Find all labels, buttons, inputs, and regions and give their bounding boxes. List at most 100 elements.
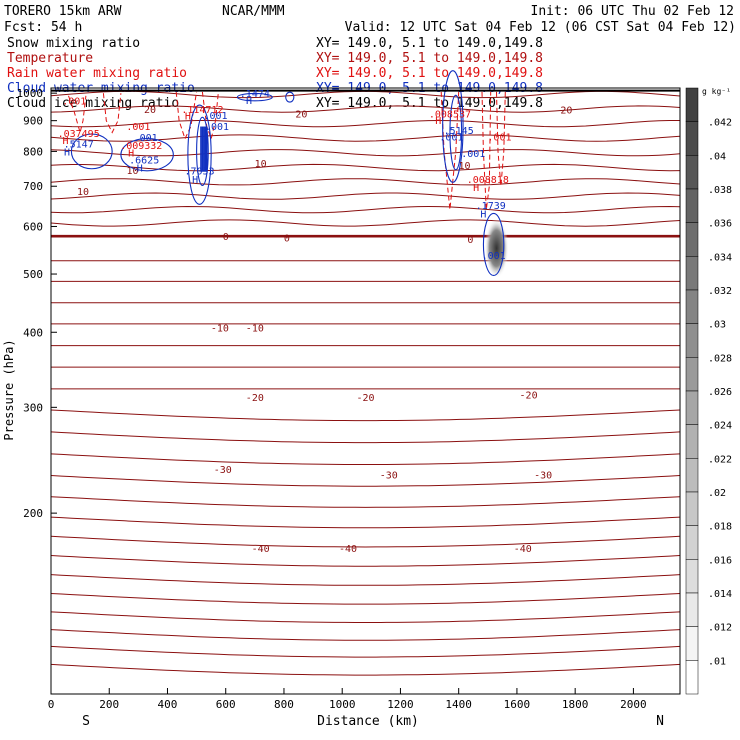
contour-annotation: .001 [126, 122, 150, 133]
isotherm [50, 119, 680, 128]
contour-annotation: .5145 [444, 126, 474, 137]
x-tick-label: 1000 [329, 698, 356, 711]
isotherm [50, 574, 681, 586]
colorbar-bin [685, 390, 699, 425]
cloud-water-contour [285, 91, 295, 103]
contour-annotation: .7053 [184, 167, 214, 178]
colorbar-bin [685, 559, 699, 594]
isotherm [50, 611, 681, 623]
colorbar-bin [685, 491, 699, 526]
forecast-hour: Fcst: 54 h [4, 20, 82, 35]
temperature-label: 20 [144, 105, 156, 116]
cloud-water-contour [442, 70, 464, 183]
colorbar-label: .01 [708, 656, 726, 667]
colorbar-label: .022 [708, 454, 732, 465]
colorbar-bin [685, 289, 699, 324]
south-end-label: S [82, 714, 90, 729]
contour-annotation: .114712 [181, 105, 223, 116]
cloud-water-contour [120, 138, 174, 172]
temperature-label: -30 [380, 470, 398, 481]
colorbar-label: .028 [708, 353, 732, 364]
y-tick-label: 400 [23, 326, 43, 339]
isotherm [50, 645, 681, 658]
temperature-label: 20 [295, 110, 307, 121]
temperature-label: -10 [246, 324, 264, 335]
contour-annotation: H [64, 147, 70, 158]
x-tick-label: 400 [158, 698, 178, 711]
x-axis-label: Distance (km) [317, 714, 419, 729]
rain-contour [481, 91, 492, 210]
contour-annotation: H [246, 96, 252, 107]
temperature-label: -30 [534, 470, 552, 481]
colorbar-bin [685, 660, 699, 695]
temperature-label: -30 [214, 465, 232, 476]
rain-contour [201, 91, 219, 141]
field-name: Temperature [7, 51, 93, 66]
y-tick-label: 1000 [17, 87, 44, 100]
contour-annotation: H [63, 136, 69, 147]
temperature-label: 10 [77, 187, 89, 198]
isotherm [50, 409, 681, 422]
x-tick-label: 600 [216, 698, 236, 711]
colorbar-bin [685, 357, 699, 392]
colorbar-label: .036 [708, 219, 732, 230]
cloud-water-contour [70, 133, 113, 170]
cloud-water-contour [482, 212, 505, 277]
temperature-label: 10 [255, 159, 267, 170]
contour-annotation: .008818 [467, 175, 509, 186]
x-tick-label: 800 [274, 698, 294, 711]
colorbar-label: .016 [708, 555, 732, 566]
isotherm [50, 219, 681, 227]
plot-fields: -40 -40 -40 -30 -30 -30 -20 -20 -20 -10 -10 0 0 0 10 10… [50, 70, 681, 676]
field-xy: XY= 149.0, 5.1 to 149.0,149.8 [316, 51, 543, 66]
x-tick-label: 0 [48, 698, 55, 711]
valid-time: Valid: 12 UTC Sat 04 Feb 12 (06 CST Sat … [345, 20, 736, 35]
snow-maximum [484, 218, 509, 279]
colorbar-label: .02 [708, 488, 726, 499]
cloud-water-contour [187, 104, 212, 205]
contour-annotation: .1474 [240, 89, 270, 100]
isotherm [50, 516, 681, 529]
contour-annotation: H [192, 175, 198, 186]
contour-annotation: .6625 [129, 155, 159, 166]
colorbar-label: .026 [708, 387, 732, 398]
isotherm [50, 431, 681, 444]
init-time: Init: 06 UTC Thu 02 Feb 12 [531, 4, 735, 19]
field-name: Cloud ice mixing ratio [7, 96, 179, 111]
contour-annotation: H [480, 210, 486, 221]
temperature-label: 10 [458, 161, 470, 172]
y-tick-label: 800 [23, 145, 43, 158]
y-axis-label: Pressure (hPa) [2, 339, 16, 440]
y-tick-label: 900 [23, 115, 43, 128]
field-xy: XY= 149.0, 5.1 to 149.0,149.8 [316, 66, 543, 81]
x-tick-label: 1600 [504, 698, 531, 711]
contour-annotation: H [435, 116, 441, 127]
contour-annotation: H [128, 148, 134, 159]
cloud-water-contour [236, 92, 273, 102]
temperature-label: -40 [252, 544, 270, 555]
field-name: Rain water mixing ratio [7, 66, 187, 81]
colorbar-bin [685, 155, 699, 190]
field-list: Snow mixing ratio XY= 149.0, 5.1 to 149.0… [7, 36, 543, 111]
x-tick-label: 1800 [562, 698, 589, 711]
isotherm [50, 496, 681, 508]
colorbar-label: .024 [708, 421, 732, 432]
model-title: TORERO 15km ARW [4, 4, 122, 19]
contour-annotation: .001 [482, 251, 506, 262]
field-name: Snow mixing ratio [7, 36, 140, 51]
colorbar-bin [685, 256, 699, 291]
plot-frame [50, 87, 681, 695]
isotherm [50, 192, 681, 200]
isotherm [50, 149, 681, 157]
colorbar-label: .018 [708, 522, 732, 533]
contour-annotation: .009332 [120, 141, 162, 152]
temperature-label: -20 [246, 393, 264, 404]
colorbar-label: .042 [708, 118, 732, 129]
isotherm [50, 663, 681, 676]
contour-annotation: .5147 [64, 139, 94, 150]
contour-annotation: .001 [439, 132, 463, 143]
colorbar-label: .032 [708, 286, 732, 297]
x-tick-label: 200 [99, 698, 119, 711]
isotherm [50, 593, 681, 605]
